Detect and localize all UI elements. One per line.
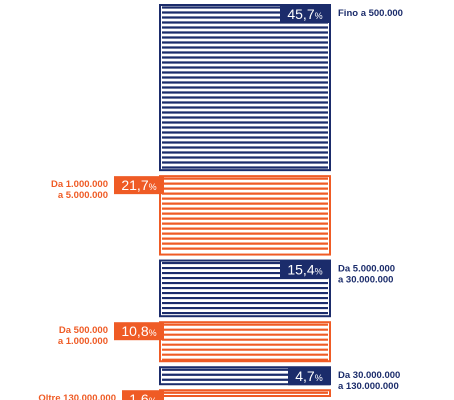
value-label: 4,7% [295, 368, 322, 384]
bar-segment: 45,7% Fino a 500.000 [159, 4, 403, 172]
value-badge [288, 367, 330, 386]
bar-hatching [162, 177, 328, 250]
value-badge [122, 390, 164, 400]
value-badge [280, 5, 330, 23]
category-label: Oltre 130.000.000 [38, 393, 116, 400]
category-label: Da 500.000 a 1.000.000 [58, 325, 108, 347]
category-label: Da 5.000.000 a 30.000.000 [338, 264, 395, 286]
bar-segment: 10,8% Da 500.000 a 1.000.000 [58, 321, 331, 363]
value-label: 45,7% [287, 6, 322, 22]
value-label: 1,6% [129, 391, 156, 400]
category-label: Da 1.000.000 a 5.000.000 [51, 179, 108, 201]
bar-segment: 15,4% Da 5.000.000 a 30.000.000 [159, 259, 395, 318]
value-badge [280, 260, 330, 279]
value-label: 21,7% [121, 177, 156, 193]
bar-segment: 1,6% Oltre 130.000.000 [38, 389, 331, 400]
bar-hatching [162, 323, 328, 361]
value-badge [114, 322, 164, 341]
category-label: Da 30.000.000 a 130.000.000 [338, 370, 400, 392]
category-label: Fino a 500.000 [338, 8, 403, 19]
value-badge [114, 176, 164, 195]
value-label: 15,4% [287, 262, 322, 278]
bar-segment: 4,7% Da 30.000.000 a 130.000.000 [159, 366, 400, 392]
value-label: 10,8% [121, 323, 156, 339]
bar-hatching [162, 6, 328, 169]
bar-segment: 21,7% Da 1.000.000 a 5.000.000 [51, 175, 331, 256]
